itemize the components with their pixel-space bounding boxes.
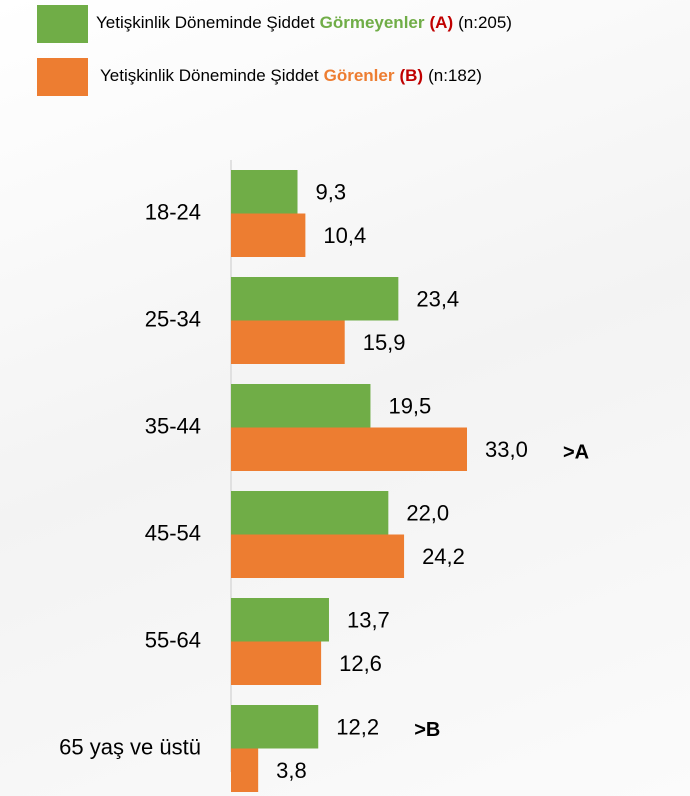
legend-swatch (37, 58, 88, 96)
bar (231, 427, 467, 471)
value-label: 15,9 (363, 330, 406, 355)
value-label: 33,0 (485, 437, 528, 462)
y-tick-label: 65 yaş ve üstü (59, 734, 201, 759)
bar (231, 491, 389, 535)
value-label: 13,7 (347, 608, 390, 633)
value-label: 9,3 (316, 180, 347, 205)
legend-part: Yetişkinlik Döneminde Şiddet (96, 13, 315, 32)
bar (231, 641, 322, 685)
y-tick-label: 18-24 (145, 199, 201, 224)
bar (231, 320, 345, 364)
annotation: >A (563, 442, 589, 464)
y-tick-label: 55-64 (145, 627, 201, 652)
value-label: 24,2 (422, 544, 465, 569)
bar (231, 705, 319, 749)
bar (231, 534, 405, 578)
legend-part: Görenler (324, 66, 395, 85)
value-label: 22,0 (406, 501, 449, 526)
legend-swatch (37, 5, 88, 43)
value-label: 12,2 (336, 715, 379, 740)
y-tick-label: 45-54 (145, 520, 201, 545)
legend-part: (n:182) (428, 66, 482, 85)
y-tick-label: 35-44 (145, 413, 201, 438)
value-label: 12,6 (339, 651, 382, 676)
value-label: 19,5 (388, 394, 431, 419)
legend-part: (n:205) (458, 13, 512, 32)
bar (231, 748, 259, 792)
legend-part: (A) (430, 13, 454, 32)
bar (231, 384, 371, 428)
legend-part: Yetişkinlik Döneminde Şiddet (100, 66, 319, 85)
bar (231, 213, 306, 257)
bar (231, 598, 329, 642)
y-tick-label: 25-34 (145, 306, 201, 331)
legend-part: Görmeyenler (320, 13, 425, 32)
legend-label: Yetişkinlik Döneminde Şiddet Görenler (B) (… (100, 66, 482, 85)
legend-label: Yetişkinlik Döneminde Şiddet Görmeyenler (… (96, 13, 512, 32)
value-label: 23,4 (416, 287, 459, 312)
value-label: 3,8 (276, 758, 307, 783)
value-label: 10,4 (323, 223, 366, 248)
annotation: >B (414, 719, 440, 741)
bar (231, 277, 399, 321)
legend-part: (B) (399, 66, 423, 85)
bar (231, 170, 298, 214)
